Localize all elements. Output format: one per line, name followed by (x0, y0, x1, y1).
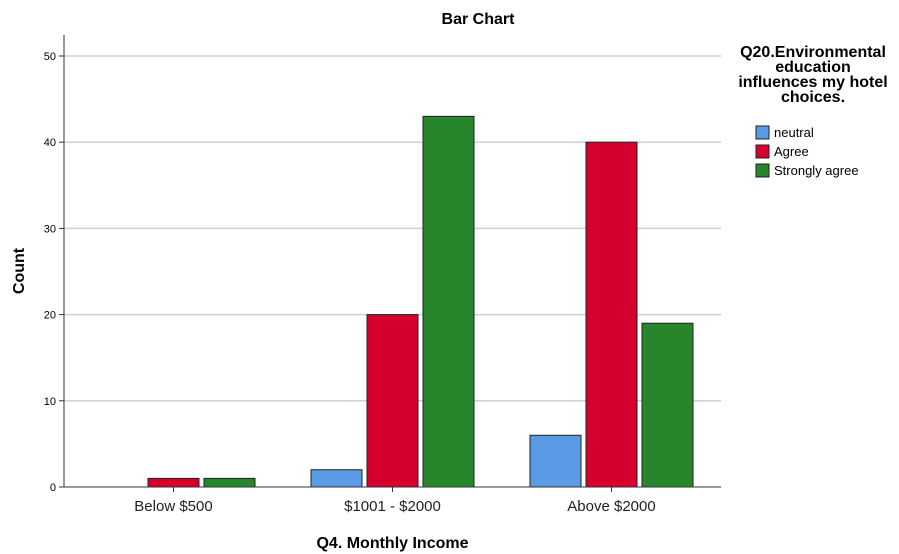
y-tick-label: 40 (44, 137, 56, 149)
bar-strongly-agree (641, 322, 694, 488)
legend-swatch (755, 163, 770, 178)
bar-neutral (310, 469, 363, 488)
x-axis-ticks: Below $500 $1001 - $2000 Above $2000 (134, 487, 656, 515)
bar-agree (147, 477, 200, 488)
x-tick-label: Below $500 (134, 498, 212, 515)
legend-title-line: Q20.Environmental (740, 44, 886, 61)
legend-title-line: education (775, 59, 851, 76)
bar-agree (366, 314, 419, 488)
x-tick-label: Above $2000 (567, 498, 655, 515)
y-tick-label: 20 (44, 310, 56, 322)
y-axis-ticks: 0 10 20 30 40 50 (44, 51, 64, 494)
x-axis-title: Q4. Monthly Income (316, 535, 468, 552)
legend-label: Strongly agree (774, 163, 859, 178)
bars (147, 115, 694, 488)
bar-agree (585, 141, 638, 488)
legend-items: neutral Agree Strongly agree (755, 125, 859, 178)
y-axis-title: Count (11, 247, 28, 294)
chart-title: Bar Chart (442, 11, 516, 28)
y-tick-label: 0 (50, 482, 56, 494)
y-tick-label: 10 (44, 396, 56, 408)
legend-swatch (755, 144, 770, 159)
legend-swatch (755, 125, 770, 140)
bar-strongly-agree (422, 115, 475, 488)
y-tick-label: 30 (44, 223, 56, 235)
legend-label: Agree (774, 144, 809, 159)
legend-title-line: choices. (781, 89, 845, 106)
y-tick-label: 50 (44, 51, 56, 63)
bar-strongly-agree (203, 477, 256, 488)
legend-label: neutral (774, 125, 814, 140)
x-tick-label: $1001 - $2000 (344, 498, 441, 515)
legend-title-line: influences my hotel (738, 74, 887, 91)
bar-neutral (529, 434, 582, 488)
